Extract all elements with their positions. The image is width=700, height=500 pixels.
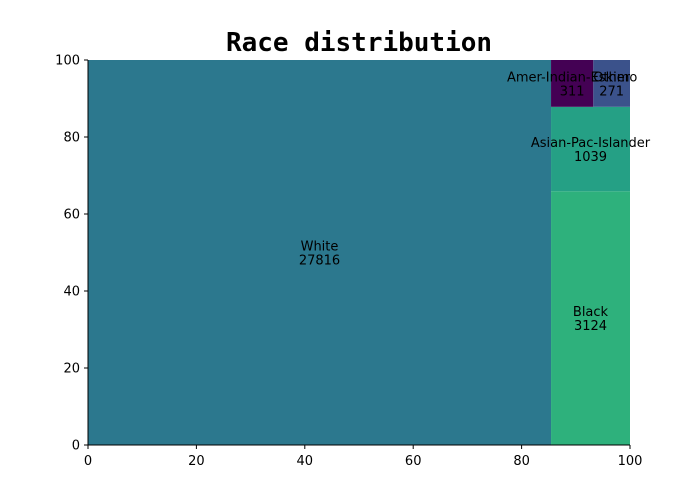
x-tick-label: 0 (84, 454, 92, 469)
y-tick-label: 40 (63, 285, 80, 300)
y-tick-label: 80 (63, 131, 80, 146)
cell-label-amer-indian-eskimo: Amer-Indian-Eskimo (507, 70, 637, 85)
cell-white (88, 60, 552, 445)
cell-label-other: Other (593, 70, 631, 85)
treemap-cells (88, 60, 630, 445)
cell-value-asian-pac-islander: 1039 (574, 150, 607, 165)
cell-value-other: 271 (599, 84, 624, 99)
x-tick-label: 40 (297, 454, 314, 469)
cell-other (593, 60, 630, 107)
cell-value-white: 27816 (299, 254, 340, 269)
cell-asian-pac-islander (551, 106, 630, 192)
axes: 0 20 40 60 80 100 0 20 40 60 80 100 (55, 54, 642, 470)
cell-value-black: 3124 (574, 319, 607, 334)
cell-label-white: White (301, 240, 339, 255)
cell-amer-indian-eskimo (551, 60, 594, 107)
x-tick-label: 100 (618, 454, 643, 469)
x-tick-label: 80 (513, 454, 530, 469)
cell-label-black: Black (573, 305, 609, 320)
cell-black (551, 191, 630, 445)
y-tick-label: 20 (63, 362, 80, 377)
x-tick-label: 60 (405, 454, 422, 469)
x-tick-label: 20 (188, 454, 205, 469)
y-tick-label: 60 (63, 208, 80, 223)
y-tick-label: 100 (55, 54, 80, 69)
cell-value-amer-indian-eskimo: 311 (560, 84, 585, 99)
cell-label-asian-pac-islander: Asian-Pac-Islander (531, 136, 651, 151)
chart-title: Race distribution (226, 28, 492, 58)
y-tick-label: 0 (72, 439, 80, 454)
